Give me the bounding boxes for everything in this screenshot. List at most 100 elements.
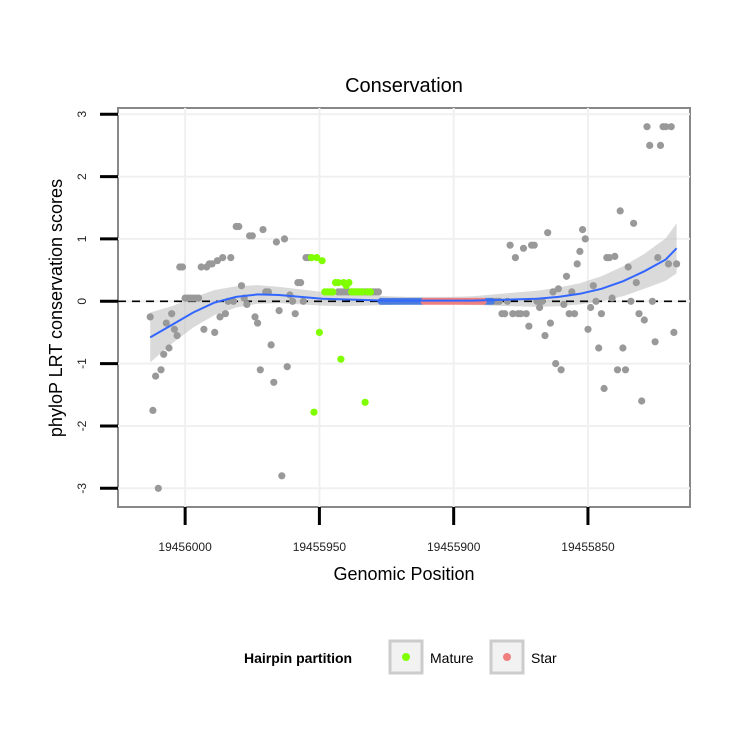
point-other-51: [283, 363, 291, 371]
point-other-45: [267, 341, 275, 349]
point-other-144: [673, 260, 681, 268]
point-other-5: [160, 350, 168, 358]
point-other-116: [597, 310, 606, 318]
y-axis: -3 -2 -1 0 1 2 3: [75, 111, 118, 494]
point-other-39: [251, 313, 259, 321]
point-other-24: [211, 328, 219, 336]
point-other-19: [197, 263, 205, 271]
smooth-trend-line: [149, 247, 678, 339]
point-other-137: [654, 254, 662, 262]
point-other-103: [562, 272, 571, 280]
y-tick-label-2: -1: [75, 358, 89, 369]
point-other-88: [522, 310, 530, 318]
point-other-106: [570, 310, 579, 318]
point-other-98: [549, 288, 557, 296]
point-other-46: [270, 378, 278, 386]
point-other-127: [627, 297, 635, 305]
point-other-57: [299, 297, 307, 305]
grid-lines: [118, 108, 690, 507]
point-other-49: [278, 472, 286, 480]
data-points: [146, 123, 681, 492]
legend: Hairpin partition Mature Star: [244, 639, 557, 675]
x-axis: 19456000 19455950 19455900 19455850: [158, 507, 615, 554]
point-other-40: [254, 319, 262, 327]
point-other-121: [611, 252, 619, 260]
point-other-78: [495, 297, 503, 305]
point-other-3: [154, 484, 162, 492]
point-other-131: [638, 397, 646, 405]
point-other-38: [248, 232, 256, 240]
point-other-50: [280, 235, 289, 243]
point-other-91: [530, 241, 538, 249]
y-tick-label-5: 2: [75, 173, 89, 180]
point-other-1: [149, 406, 157, 414]
point-other-125: [621, 366, 630, 374]
x-tick-label-2: 19455900: [427, 540, 481, 554]
point-mature-3: [315, 328, 323, 336]
point-other-4: [157, 366, 165, 374]
point-other-84: [511, 254, 519, 262]
point-other-99: [552, 360, 560, 368]
point-other-6: [162, 319, 170, 327]
point-other-28: [221, 310, 229, 318]
point-other-25: [213, 257, 221, 265]
point-other-10: [173, 332, 181, 340]
point-other-48: [275, 307, 283, 315]
y-tick-label-4: 1: [75, 235, 89, 242]
point-other-134: [646, 141, 654, 149]
point-other-130: [635, 310, 643, 318]
point-other-143: [670, 328, 678, 336]
point-other-31: [229, 297, 238, 305]
point-other-12: [178, 263, 187, 271]
point-other-138: [656, 141, 665, 149]
point-other-42: [259, 226, 267, 234]
point-other-112: [587, 303, 595, 312]
point-other-2: [152, 372, 160, 380]
point-other-124: [619, 344, 627, 352]
point-other-142: [667, 123, 675, 131]
y-tick-label-6: 3: [75, 111, 89, 118]
point-mature-1: [310, 408, 318, 416]
point-mature-4: [318, 257, 326, 265]
point-other-100: [554, 285, 563, 293]
point-other-135: [648, 297, 657, 305]
point-other-18: [195, 294, 203, 302]
point-other-41: [256, 366, 264, 374]
point-other-102: [560, 300, 568, 308]
point-other-128: [630, 219, 638, 227]
point-other-136: [651, 338, 659, 346]
point-other-133: [643, 123, 651, 131]
point-other-126: [624, 263, 632, 271]
point-other-9: [170, 325, 178, 333]
y-tick-label-1: -2: [75, 420, 89, 431]
point-mature-0: [307, 254, 315, 262]
point-other-94: [538, 297, 546, 305]
point-other-120: [608, 294, 616, 302]
x-tick-label-1: 19455950: [293, 540, 347, 554]
point-other-111: [584, 325, 592, 333]
point-other-93: [536, 303, 544, 312]
point-other-119: [605, 254, 614, 262]
point-mature-19: [358, 288, 366, 296]
legend-dot-mature: [402, 653, 410, 661]
point-mature-14: [345, 279, 353, 287]
legend-dot-star: [503, 653, 511, 661]
legend-key-mature: [388, 639, 424, 675]
point-mature-20: [361, 398, 369, 406]
point-other-53: [289, 297, 297, 305]
point-other-33: [235, 222, 243, 231]
point-other-95: [541, 332, 549, 340]
chart-title: Conservation: [345, 75, 463, 97]
point-other-54: [291, 310, 299, 318]
point-mature-8: [329, 288, 337, 296]
point-other-140: [662, 123, 670, 131]
legend-title: Hairpin partition: [244, 650, 352, 666]
point-other-123: [616, 207, 624, 215]
point-other-87: [519, 244, 528, 252]
point-loop-18: [487, 297, 495, 305]
point-mature-2: [313, 254, 321, 262]
point-other-83: [509, 310, 517, 318]
y-axis-title: phyloP LRT conservation scores: [46, 179, 66, 437]
point-other-115: [595, 344, 603, 352]
